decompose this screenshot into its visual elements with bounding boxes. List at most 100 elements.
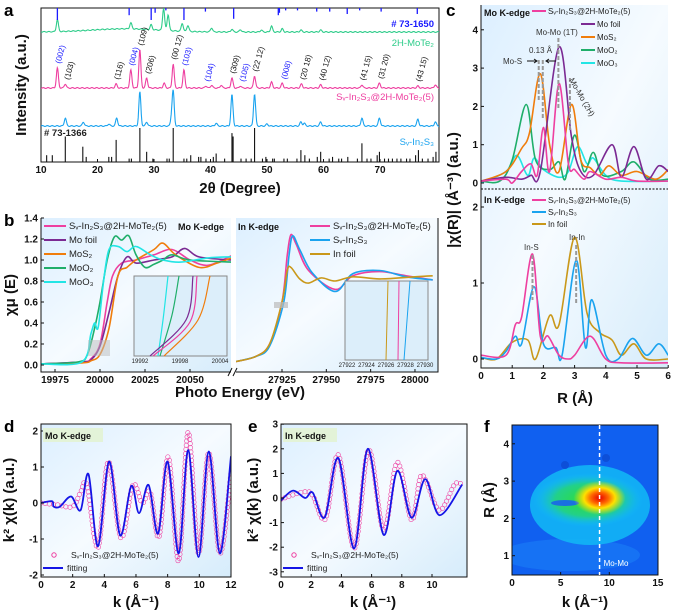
x-tick-label: 0 [509, 578, 515, 589]
legend-label: Sᵥ-In₂S₃@2H-MoTe₂(5) [548, 7, 631, 16]
panel-a-xrd: (002)(103) (116)(004)(109)(206)(00 12)(10… [13, 7, 440, 197]
y-axis-label: k² χ(k) (a.u.) [1, 458, 18, 542]
ft-curve [481, 46, 668, 183]
ft-curve [481, 259, 668, 363]
panel-label-b: b [4, 211, 14, 230]
y-tick-label: 4 [472, 25, 478, 36]
y-tick-label: -2 [29, 571, 38, 582]
zoom-region-marker [274, 302, 288, 308]
y-tick-label: 1 [472, 140, 478, 151]
x-tick-label: 50 [261, 165, 273, 176]
mo-mo-marker-label: Mo-Mo [604, 559, 629, 568]
y-tick-label: 2 [272, 444, 278, 455]
y-tick-label: 1 [32, 463, 38, 474]
x-tick-label: 0 [38, 580, 44, 591]
x-axis-label: k (Å⁻¹) [350, 594, 396, 611]
x-tick-label: 20050 [176, 375, 204, 386]
ft-curve [481, 72, 668, 182]
x-tick-label: 6 [133, 580, 139, 591]
y-tick-label: 1.2 [24, 235, 38, 246]
series-label-2h-mote2: 2H-MoTe₂ [392, 38, 435, 49]
data-marker [439, 505, 445, 511]
x-tick-label: 6 [369, 580, 375, 591]
x-tick-label: 10 [35, 165, 47, 176]
x-tick-label: 27975 [357, 375, 385, 386]
x-tick-label: 1 [509, 371, 515, 382]
axis-break-icon [227, 367, 238, 377]
data-marker [451, 483, 457, 489]
legend-label: MoO₃ [69, 277, 94, 288]
x-tick-label: 19975 [41, 375, 69, 386]
x-tick-label: 10 [194, 580, 206, 591]
kspace-curves [281, 447, 463, 551]
y-tick-label: 2 [472, 102, 478, 113]
x-axis-label: k (Å⁻¹) [113, 594, 159, 611]
y-tick-label: 0.4 [24, 319, 38, 330]
annotation-shift: 0.13 Å [529, 46, 553, 55]
x-tick-label: 2 [541, 371, 547, 382]
panel-title: Mo K-edge [45, 431, 91, 441]
fitting-curve [281, 447, 463, 550]
in-xanes-curves [236, 233, 433, 363]
y-tick-label: 2 [32, 427, 38, 438]
panel-b-xanes: 19992 19998 20004 27922 27924 27926 27928 27930… [2, 214, 439, 401]
legend-label: In foil [333, 249, 356, 260]
heatmap-low-band [512, 539, 640, 571]
x-axis-label: 2θ (Degree) [199, 180, 280, 197]
edge-label-in: In K-edge [484, 195, 525, 205]
in-ft-curves [481, 236, 668, 364]
x-axis-label: k (Å⁻¹) [562, 594, 608, 611]
x-tick-label: 70 [374, 165, 386, 176]
legend-label: Sᵥ-In₂S₃@2H-MoTe₂(5) [71, 550, 159, 560]
y-axis-label: χμ (E) [2, 274, 19, 316]
legend-label: MoS₂ [597, 33, 617, 42]
panel-label-e: e [248, 417, 257, 436]
y-tick-label: 1 [503, 551, 509, 562]
xrd-trace [41, 89, 439, 127]
y-tick-label: 2 [503, 514, 509, 525]
legend-label: Sᵥ-In₂S₃@2H-MoTe₂(5) [548, 196, 631, 205]
plot-bg [281, 424, 467, 577]
panel-label-d: d [4, 417, 14, 436]
plot-bg [481, 5, 668, 368]
y-tick-label: 3 [472, 64, 478, 75]
heatmap-local-minimum [551, 500, 579, 506]
inset-curve [403, 280, 411, 361]
x-axis-label: Photo Energy (eV) [175, 384, 305, 401]
panel-label-a: a [4, 1, 14, 20]
x-tick-label: 27950 [312, 375, 340, 386]
legend-label: Sᵥ-In₂S₃@2H-MoTe₂(5) [69, 221, 167, 232]
ft-curve [481, 253, 668, 364]
inset-tick-label: 27924 [358, 363, 375, 369]
series-label-sv-in2s3: Sᵥ-In₂S₃ [400, 137, 434, 148]
edge-label-mo: Mo K-edge [484, 8, 530, 18]
data-marker [420, 473, 426, 479]
y-tick-label: 1 [472, 279, 478, 290]
y-tick-label: -1 [29, 535, 38, 546]
inset-tick-label: 27922 [339, 363, 356, 369]
zoom-region-marker [88, 340, 110, 356]
y-tick-label: 0 [32, 499, 38, 510]
x-tick-label: 4 [102, 580, 108, 591]
panel-label-f: f [484, 417, 490, 436]
y-tick-label: 3 [503, 477, 509, 488]
y-axis-label: R (Å) [481, 482, 498, 518]
panel-title: In K-edge [285, 431, 326, 441]
y-axis-label: |χ(R)| (Å⁻³) (a.u.) [445, 132, 462, 248]
x-tick-label: 28000 [401, 375, 429, 386]
annotation-in-s: In-S [524, 243, 539, 252]
x-tick-label: 0 [278, 580, 284, 591]
x-tick-label: 2 [308, 580, 314, 591]
x-tick-label: 10 [426, 580, 438, 591]
y-tick-label: 0.0 [24, 361, 38, 372]
y-tick-label: 0 [472, 355, 478, 366]
y-tick-label: 2 [472, 203, 478, 214]
x-tick-label: 8 [399, 580, 405, 591]
inset-curve [163, 275, 211, 357]
y-tick-label: 0.6 [24, 298, 38, 309]
series-label-composite: Sᵥ-In₂S₃@2H-MoTe₂(5) [336, 92, 434, 103]
x-tick-label: 30 [148, 165, 160, 176]
legend-label: In foil [548, 220, 567, 229]
x-tick-label: 20000 [86, 375, 114, 386]
legend-label: Mo foil [597, 20, 621, 29]
